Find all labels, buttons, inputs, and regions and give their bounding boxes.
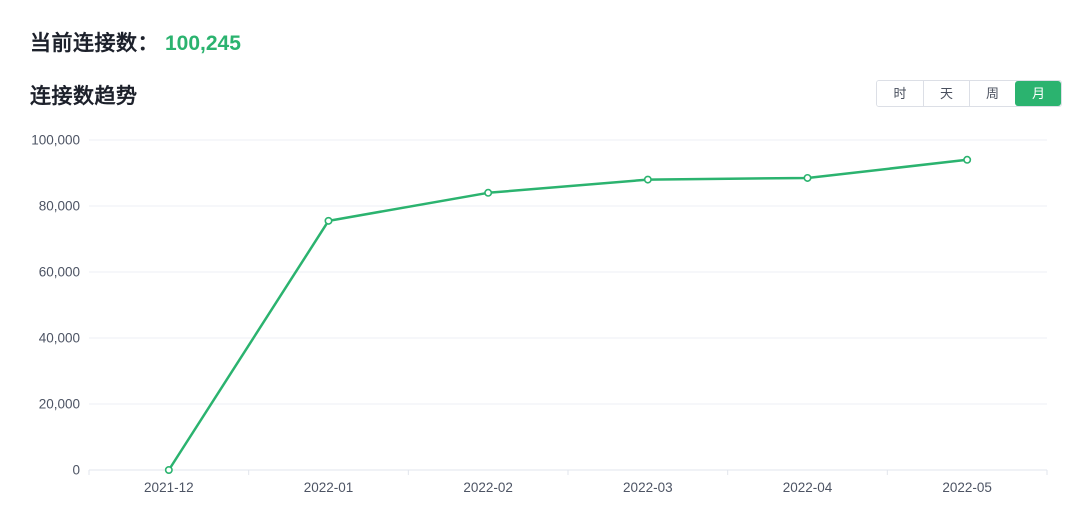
y-axis-tick-label: 20,000 (39, 397, 80, 412)
current-connections: 当前连接数： 100,245 (30, 27, 241, 57)
time-range-selector: 时 天 周 月 (876, 80, 1062, 107)
data-point (963, 155, 972, 164)
x-axis-tick-label: 2022-03 (623, 480, 673, 495)
y-axis-tick-label: 60,000 (39, 265, 80, 280)
current-connections-label: 当前连接数： (30, 32, 159, 55)
x-axis-tick-label: 2021-12 (144, 480, 194, 495)
range-button-month[interactable]: 月 (1015, 81, 1061, 106)
chart-title: 连接数趋势 (30, 85, 138, 108)
current-connections-value: 100,245 (165, 32, 241, 55)
data-point (803, 173, 812, 182)
x-axis-tick-label: 2022-05 (942, 480, 992, 495)
data-point (643, 175, 652, 184)
y-axis-tick-label: 0 (72, 463, 80, 478)
data-point (164, 465, 173, 474)
range-button-week[interactable]: 周 (969, 81, 1015, 106)
data-point (324, 216, 333, 225)
range-button-day[interactable]: 天 (923, 81, 969, 106)
x-axis-tick-label: 2022-02 (463, 480, 513, 495)
trend-line (167, 158, 969, 472)
data-point (484, 188, 493, 197)
y-axis-tick-label: 80,000 (39, 199, 80, 214)
x-axis-tick-label: 2022-01 (304, 480, 354, 495)
y-axis-tick-label: 40,000 (39, 331, 80, 346)
x-axis-tick-label: 2022-04 (783, 480, 833, 495)
range-button-hour[interactable]: 时 (877, 81, 923, 106)
y-axis-tick-label: 100,000 (31, 133, 80, 148)
